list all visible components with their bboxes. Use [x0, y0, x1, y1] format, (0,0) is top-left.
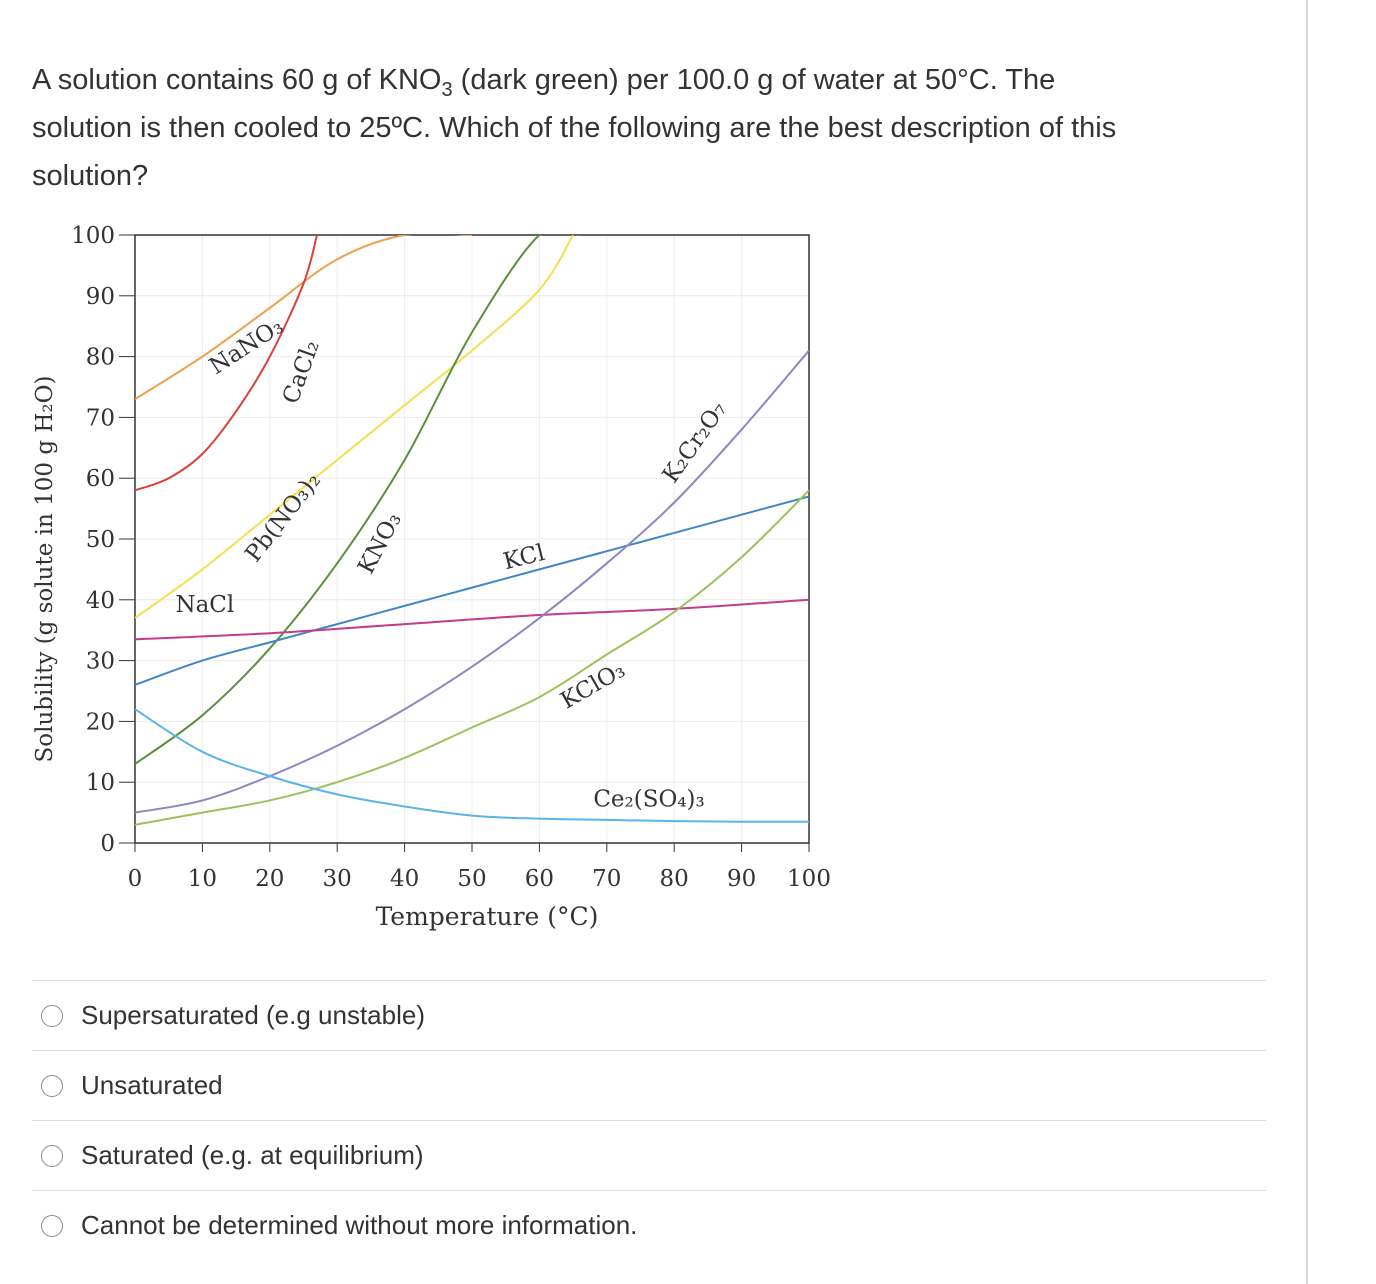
- series-label: CaCl₂: [278, 337, 325, 407]
- x-axis-label: Temperature (°C): [376, 902, 599, 931]
- radio-button[interactable]: [41, 1004, 63, 1027]
- option-supersaturated[interactable]: Supersaturated (e.g unstable): [32, 980, 1266, 1050]
- x-tick-label: 80: [660, 866, 689, 892]
- option-cannot-determine[interactable]: Cannot be determined without more inform…: [32, 1190, 1266, 1260]
- series-label: K₂Cr₂O₇: [658, 397, 732, 488]
- option-saturated[interactable]: Saturated (e.g. at equilibrium): [32, 1120, 1266, 1190]
- y-tick-label: 70: [86, 405, 115, 431]
- option-label: Unsaturated: [81, 1070, 223, 1100]
- option-label: Saturated (e.g. at equilibrium): [81, 1140, 424, 1170]
- question-line-1: A solution contains 60 g of KNO3 (dark g…: [32, 56, 1272, 104]
- series-line: [135, 235, 472, 401]
- series-line: [135, 495, 809, 686]
- series-line: [135, 598, 809, 641]
- series-line: [135, 349, 809, 814]
- y-tick-label: 60: [86, 466, 115, 492]
- option-label: Supersaturated (e.g unstable): [81, 1000, 425, 1030]
- question-subscript: 3: [441, 78, 453, 101]
- series-label: KNO₃: [353, 508, 407, 578]
- y-tick-label: 100: [71, 223, 115, 249]
- series-label: KClO₃: [556, 657, 629, 714]
- y-tick-label: 90: [86, 284, 115, 310]
- series-label: Pb(NO₃)₂: [241, 468, 326, 567]
- radio-button[interactable]: [41, 1074, 63, 1097]
- y-tick-label: 30: [86, 649, 115, 675]
- solubility-chart: 0 10 20 30 40 50 60 70 80 90 100 0 10 20 30 40 50 60 70 80 9…: [20, 215, 920, 955]
- x-tick-label: 40: [390, 866, 419, 892]
- series-line: [135, 708, 809, 823]
- y-tick-label: 0: [100, 831, 115, 857]
- y-axis-label: Solubility (g solute in 100 g H₂O): [32, 376, 58, 763]
- x-tick-label: 100: [787, 866, 831, 892]
- series-line: [135, 489, 809, 826]
- series-line: [135, 235, 318, 492]
- x-tick-label: 90: [727, 866, 756, 892]
- series-line: [135, 235, 580, 765]
- right-border: [1306, 0, 1308, 1284]
- option-label: Cannot be determined without more inform…: [81, 1210, 638, 1240]
- solubility-chart-svg: 0 10 20 30 40 50 60 70 80 90 100 0 10 20 30 40 50 60 70 80 9…: [32, 223, 831, 931]
- series-line: [135, 235, 574, 619]
- question-line-1a: A solution contains 60 g of KNO: [32, 64, 442, 96]
- y-tick-label: 40: [86, 588, 115, 614]
- x-tick-label: 60: [525, 866, 554, 892]
- question-line-1b: (dark green) per 100.0 g of water at 50°…: [452, 64, 1056, 96]
- y-tick-label: 20: [86, 709, 115, 735]
- question-line-3: solution?: [32, 160, 149, 192]
- radio-button[interactable]: [41, 1144, 63, 1167]
- series-label: Ce₂(SO₄)₃: [593, 787, 704, 813]
- radio-button[interactable]: [41, 1214, 63, 1237]
- question-line-2: solution is then cooled to 25ºC. Which o…: [32, 112, 1117, 144]
- series-label: NaCl: [175, 592, 234, 618]
- y-tick-label: 10: [86, 770, 115, 796]
- x-tick-label: 50: [457, 866, 486, 892]
- option-unsaturated[interactable]: Unsaturated: [32, 1050, 1266, 1120]
- x-tick-label: 70: [592, 866, 621, 892]
- y-tick-label: 80: [86, 345, 115, 371]
- answer-options: Supersaturated (e.g unstable) Unsaturate…: [32, 980, 1266, 1260]
- x-tick-label: 0: [128, 866, 143, 892]
- x-tick-label: 10: [188, 866, 217, 892]
- y-tick-label: 50: [86, 527, 115, 553]
- x-tick-label: 20: [255, 866, 284, 892]
- x-tick-label: 30: [323, 866, 352, 892]
- question-text: A solution contains 60 g of KNO3 (dark g…: [32, 56, 1272, 200]
